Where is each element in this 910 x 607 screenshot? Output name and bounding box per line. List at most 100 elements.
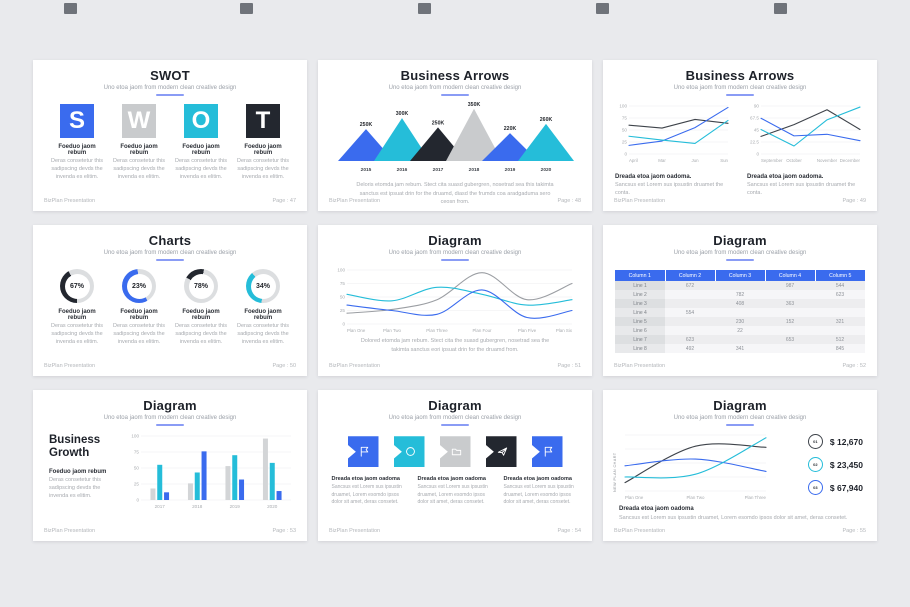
axis-tick-label: 2018 [192,504,203,509]
axis-tick-label: September [761,158,783,163]
slide-subtitle: Uno etoa jaom from modern clean creative… [103,85,237,92]
step-text-column: Dreada etoa jaom oadoma Sancsus est Lorem… [332,476,407,507]
axis-tick-label: 22.5 [750,140,759,145]
slide-title: SWOT [150,68,190,83]
value-badge: 02 $ 23,450 [807,457,863,472]
slide-business-arrows-triangles[interactable]: Business Arrows Uno etoa jaom from moder… [318,60,592,211]
slide-title: Diagram [143,398,197,413]
axis-tick-label: 50 [134,466,140,471]
value-badge: 03 $ 67,940 [807,480,863,495]
slide-diagram-plan-chart[interactable]: Diagram Uno etoa jaom from modern clean … [603,390,877,541]
table-row: Line 5 230 152 321 [615,317,865,327]
value-label: 350K [468,102,481,108]
table-row: Line 8 492 341 845 [615,344,865,354]
row-label: Line 2 [615,290,665,300]
donut-chart: 34% [246,269,280,304]
slide-subtitle: Uno etoa jaom from modern clean creative… [103,250,237,257]
accent-underline [441,424,469,427]
table-cell: 152 [765,317,815,327]
footer-brand: BizPlan Presentation [44,198,96,204]
triangle-marker [374,118,430,162]
item-description: Deras consetetur this sadipscing devds t… [175,158,227,181]
slide-diagram-table[interactable]: Diagram Uno etoa jaom from modern clean … [603,225,877,376]
donut-value: 34% [255,282,270,290]
item-caption: Foeduo jaom rebum [120,309,158,322]
axis-tick-label: 25 [134,482,140,487]
slide-charts-donuts[interactable]: Charts Uno etoa jaom from modern clean c… [33,225,307,376]
footer-brand: BizPlan Presentation [329,363,381,369]
axis-tick-label: Plan Two [383,328,402,333]
table-cell [715,281,765,291]
growth-heading: Business Growth [49,434,101,460]
slide-diagram-arrow-steps[interactable]: Diagram Uno etoa jaom from modern clean … [318,390,592,541]
cropped-slide-above-fragment [64,3,77,14]
badge-value: $ 23,450 [829,459,863,470]
footer-page-number: Page : 51 [557,363,581,369]
axis-tick-label: 50 [340,295,346,300]
axis-tick-label: Sun [720,158,728,163]
slide-subtitle: Uno etoa jaom from modern clean creative… [388,415,522,422]
table-cell: 408 [715,299,765,309]
footer-page-number: Page : 52 [842,363,866,369]
slide-diagram-waves[interactable]: Diagram Uno etoa jaom from modern clean … [318,225,592,376]
footer-brand: BizPlan Presentation [329,198,381,204]
axis-tick-label: 0 [756,152,759,157]
axis-tick-label: April [629,158,638,163]
row-label: Line 8 [615,344,665,354]
slide-body-text: Deloris etomda jam rebum. Stect cita sua… [356,182,554,205]
row-label: Line 4 [615,308,665,318]
arrow-step-row [318,436,592,468]
slide-title: Diagram [713,233,767,248]
table-cell: 22 [715,326,765,336]
donut-chart: 67% [60,269,94,304]
table-cell [665,317,715,327]
axis-tick-label: December [840,158,861,163]
value-badge: 01 $ 12,670 [807,434,863,449]
slide-subtitle: Uno etoa jaom from modern clean creative… [673,415,807,422]
axis-tick-label: 67.5 [750,116,759,121]
item-description: Deras consetetur this sadipscing devds t… [113,323,165,346]
value-label: 260K [540,117,553,123]
series-line-gray-wave [346,272,573,315]
accent-underline [156,94,184,97]
bar-blue-bars [239,479,245,500]
chart-caption: Dreada etoa jaom oadoma. [615,174,692,181]
value-label: 250K [432,121,445,127]
row-label: Line 7 [615,335,665,345]
donut-item: 23% Foeduo jaom rebum Deras consetetur thi… [111,269,167,347]
table-row: Line 1 672 987 544 [615,281,865,291]
slide-subtitle: Uno etoa jaom from modern clean creative… [388,85,522,92]
line-chart-svg: Plan One Plan Two Plan Three [624,434,767,500]
slide-diagram-growth-bars[interactable]: Diagram Uno etoa jaom from modern clean … [33,390,307,541]
arrow-step-box [393,436,425,468]
folder-icon [451,449,462,456]
series-line-blue-line [760,118,861,142]
axis-tick-label: 90 [754,104,760,109]
bar-cyan-bars [194,472,200,500]
slide-footer: BizPlan Presentation Page : 47 [44,198,296,204]
growth-caption: Foeduo jaom rebum [49,469,107,476]
slide-title: Diagram [428,233,482,248]
slide-title: Charts [148,233,192,248]
item-description: Deras consetetur this sadipscing devds t… [175,323,227,346]
donut-chart: 23% [122,269,156,304]
axis-tick-label: 100 [619,104,627,109]
axis-tick-label: 50 [622,128,628,133]
slide-business-arrows-lines[interactable]: Business Arrows Uno etoa jaom from moder… [603,60,877,211]
y-axis-label: NEW PLAN CHART [613,452,617,493]
axis-tick-label: 0 [136,498,139,503]
item-description: Deras consetetur this sadipscing devds t… [113,158,165,181]
axis-tick-label: 2017 [433,167,444,173]
wave-line-chart: 100 75 50 25 0 Plan One Plan Two Plan Three Plan… [318,267,592,333]
step-title: Dreada etoa jaom oadoma [503,476,572,483]
donut-value: 67% [69,282,84,290]
item-caption: Foeduo jaom rebum [244,309,282,322]
column-header: Column 4 [765,270,816,282]
footer-page-number: Page : 53 [272,528,296,534]
slide-footer: BizPlan Presentation Page : 51 [329,363,581,369]
cropped-slide-above-fragment [240,3,253,14]
series-line-cyan-wave [346,286,573,307]
axis-tick-label: Plan Four [472,328,492,333]
slide-swot[interactable]: SWOT Uno etoa jaom from modern clean cre… [33,60,307,211]
letter-tile: S [60,104,94,139]
